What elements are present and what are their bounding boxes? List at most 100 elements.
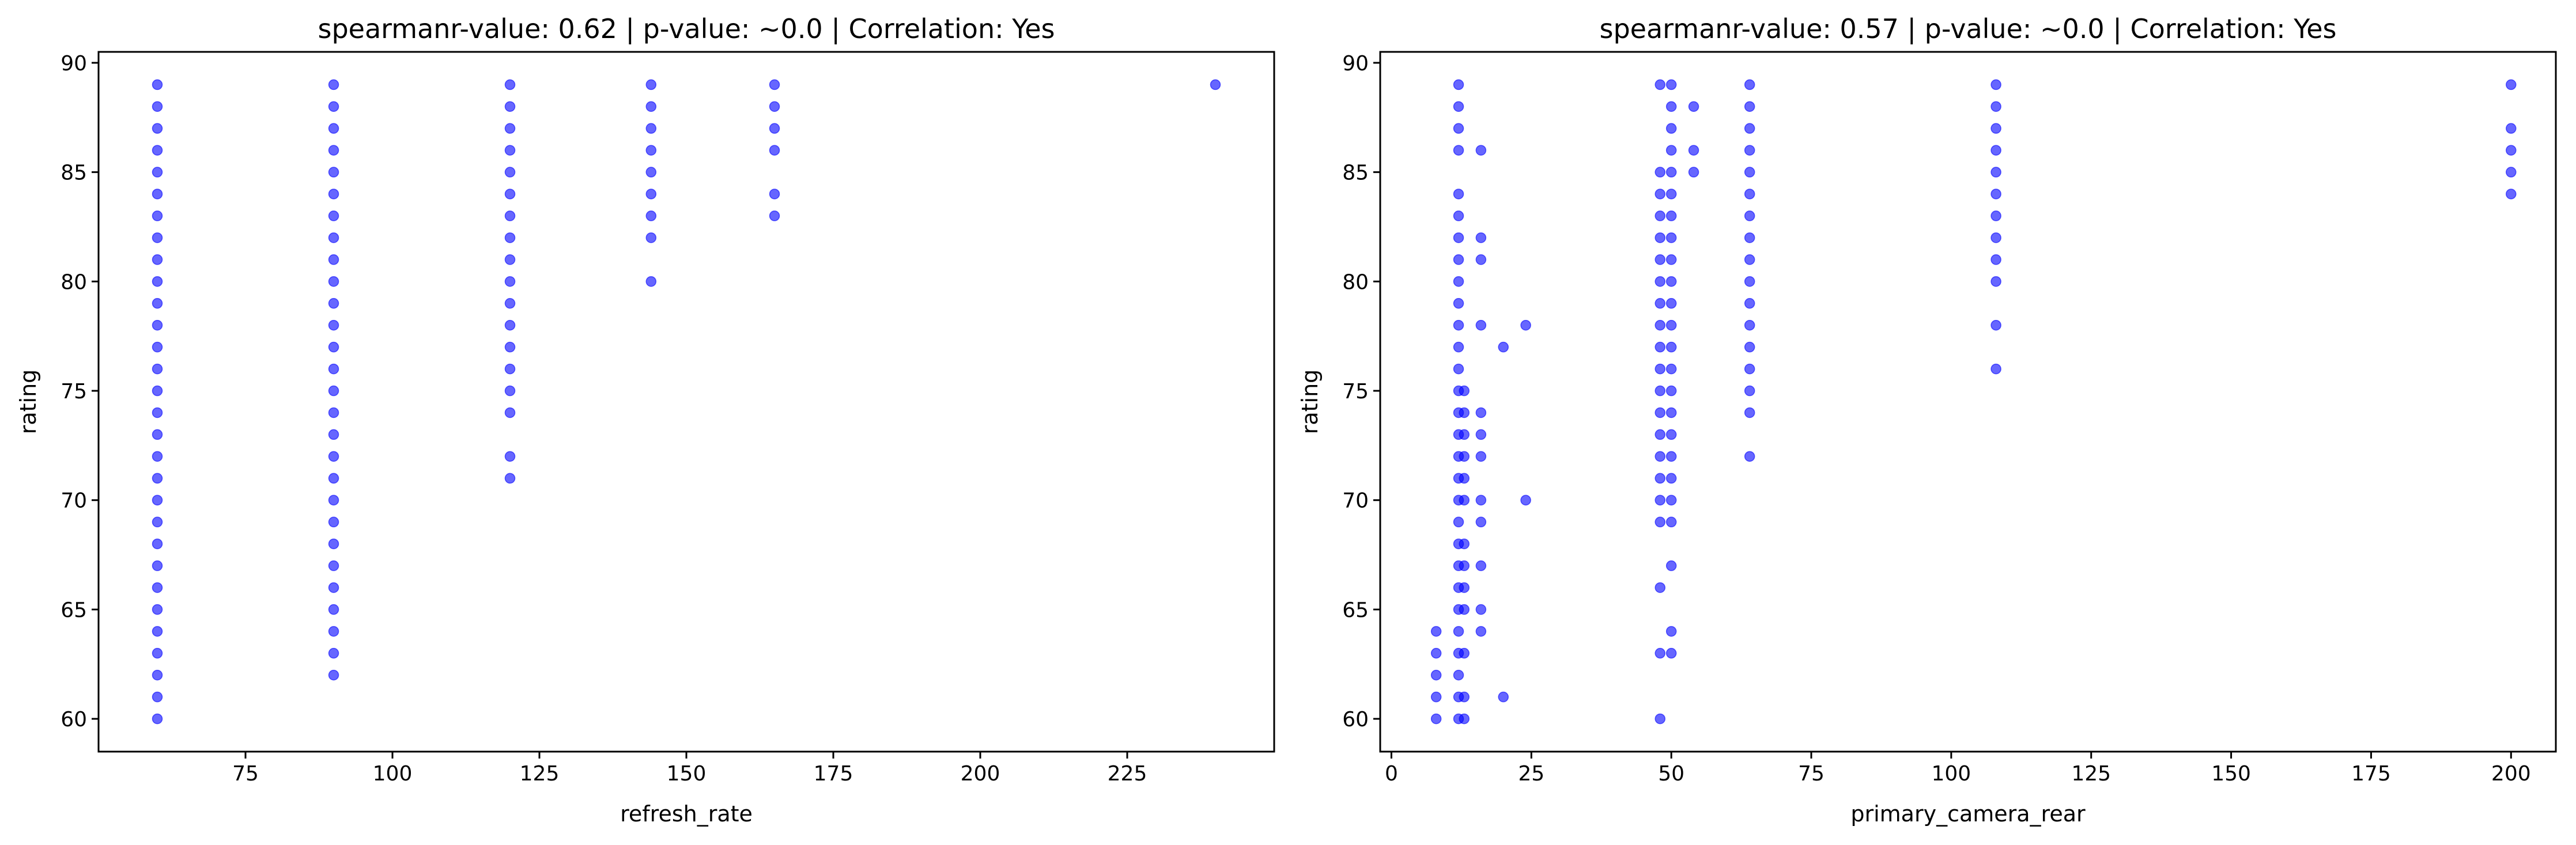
scatter-point [1744, 123, 1755, 134]
scatter-point [1459, 538, 1470, 549]
x-axis-label: primary_camera_rear [1850, 801, 2086, 827]
scatter-point [1475, 560, 1487, 571]
x-tick-label: 175 [814, 762, 853, 786]
scatter-point [152, 385, 163, 397]
x-tick-label: 125 [2071, 762, 2111, 786]
chart-title: spearmanr-value: 0.57 | p-value: ~0.0 | … [1600, 13, 2337, 45]
scatter-point [504, 385, 516, 397]
scatter-point [1665, 626, 1677, 637]
scatter-point [504, 319, 516, 331]
scatter-point [769, 123, 780, 134]
y-tick-label: 60 [61, 708, 87, 731]
scatter-point [1990, 254, 2001, 265]
scatter-point [504, 341, 516, 353]
scatter-point [1665, 123, 1677, 134]
scatter-point [1665, 254, 1677, 265]
scatter-point [152, 604, 163, 615]
scatter-point [328, 363, 339, 375]
scatter-point [504, 145, 516, 156]
scatter-point [504, 451, 516, 462]
scatter-point [645, 79, 657, 90]
scatter-point [1655, 516, 1665, 527]
scatter-point [152, 626, 163, 637]
scatter-point [152, 276, 163, 287]
scatter-point [328, 188, 339, 199]
scatter-point [1459, 473, 1470, 484]
scatter-point [1665, 276, 1677, 287]
scatter-point [328, 145, 339, 156]
x-tick-label: 75 [1798, 762, 1825, 786]
scatter-point [1459, 385, 1470, 397]
scatter-point [1459, 451, 1470, 462]
scatter-point [1990, 363, 2001, 375]
scatter-point [152, 451, 163, 462]
scatter-point [328, 516, 339, 527]
scatter-point [1744, 145, 1755, 156]
scatter-point [1665, 319, 1677, 331]
scatter-point [504, 167, 516, 178]
scatter-point [1475, 145, 1487, 156]
scatter-point [1453, 516, 1464, 527]
scatter-point [328, 648, 339, 659]
scatter-point [1655, 210, 1665, 221]
scatter-point [1688, 101, 1699, 112]
y-tick-label: 85 [1342, 161, 1369, 185]
scatter-point [328, 626, 339, 637]
scatter-point [1498, 691, 1509, 703]
scatter-point [152, 669, 163, 681]
scatter-point [328, 582, 339, 593]
scatter-point [1744, 79, 1755, 90]
scatter-point [1665, 341, 1677, 353]
scatter-point [1665, 429, 1677, 440]
plot-frame [97, 51, 1275, 753]
scatter-point [2506, 188, 2517, 199]
scatter-point [1453, 626, 1464, 637]
scatter-point [1655, 188, 1665, 199]
scatter-point [1655, 363, 1665, 375]
scatter-point [1453, 101, 1464, 112]
scatter-point [1459, 560, 1470, 571]
x-axis-ticks: 75 100 125 150 175 200 225 [232, 752, 1147, 786]
right-scatter-panel: spearmanr-value: 0.57 | p-value: ~0.0 | … [1297, 13, 2557, 827]
scatter-point [1655, 407, 1665, 418]
scatter-point [1990, 276, 2001, 287]
points-group [152, 79, 1221, 725]
scatter-point [1744, 101, 1755, 112]
scatter-point [1744, 210, 1755, 221]
scatter-point [1655, 319, 1665, 331]
scatter-point [504, 473, 516, 484]
scatter-point [1453, 232, 1464, 243]
scatter-point [769, 79, 780, 90]
scatter-point [1665, 516, 1677, 527]
scatter-point [1744, 188, 1755, 199]
scatter-point [328, 167, 339, 178]
scatter-point [645, 123, 657, 134]
scatter-point [1655, 713, 1665, 725]
x-tick-label: 150 [2211, 762, 2251, 786]
scatter-point [1665, 79, 1677, 90]
scatter-point [1655, 495, 1665, 506]
scatter-point [1453, 210, 1464, 221]
scatter-point [1655, 276, 1665, 287]
y-tick-label: 75 [61, 380, 87, 403]
scatter-point [1688, 145, 1699, 156]
scatter-point [1990, 210, 2001, 221]
x-tick-label: 150 [667, 762, 707, 786]
scatter-point [152, 473, 163, 484]
scatter-point [328, 451, 339, 462]
scatter-point [1475, 516, 1487, 527]
scatter-point [1498, 341, 1509, 353]
scatter-point [1655, 79, 1665, 90]
scatter-point [1744, 276, 1755, 287]
x-tick-label: 200 [961, 762, 1000, 786]
y-tick-label: 80 [1342, 270, 1369, 294]
x-tick-label: 225 [1108, 762, 1147, 786]
scatter-point [328, 254, 339, 265]
scatter-point [1459, 648, 1470, 659]
scatter-point [328, 341, 339, 353]
scatter-point [1744, 341, 1755, 353]
scatter-point [1453, 188, 1464, 199]
scatter-point [504, 123, 516, 134]
scatter-point [1665, 451, 1677, 462]
scatter-point [2506, 123, 2517, 134]
